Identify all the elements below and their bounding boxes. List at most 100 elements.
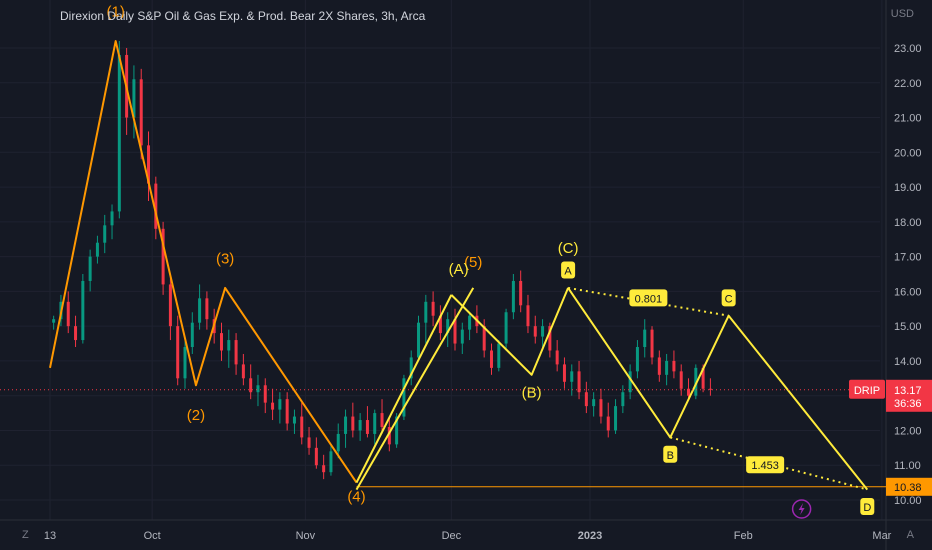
candle-body — [227, 340, 231, 351]
price-tag-countdown: 36:36 — [894, 398, 922, 410]
candle-body — [147, 145, 151, 184]
price-tick-label: 23.00 — [894, 43, 922, 55]
candle-body — [402, 378, 406, 417]
candle-body — [635, 347, 639, 372]
price-tick-label: 20.00 — [894, 147, 922, 159]
price-tag-bg — [886, 379, 932, 412]
price-tick-label: 12.00 — [894, 425, 922, 437]
candle-body — [701, 367, 705, 389]
candle-body — [548, 326, 552, 351]
chart-title: Direxion Daily S&P Oil & Gas Exp. & Prod… — [60, 9, 426, 23]
candle-body — [66, 301, 70, 327]
candle-body — [205, 298, 209, 320]
candle-body — [489, 350, 493, 368]
candle-body — [278, 399, 282, 410]
candle-body — [541, 326, 545, 337]
candle-body — [300, 416, 304, 438]
candle-body — [154, 183, 158, 229]
candle-body — [395, 416, 399, 445]
candle-body — [292, 416, 296, 424]
box-label-bg — [561, 261, 576, 279]
candle-body — [650, 329, 654, 358]
candle-body — [88, 256, 92, 281]
wave-label: (2) — [187, 407, 205, 424]
price-tick-label: 22.00 — [894, 78, 922, 90]
candle-body — [614, 406, 618, 431]
candle-body — [336, 433, 340, 452]
symbol-tag-bg — [849, 379, 885, 399]
level-tag-value: 10.38 — [894, 482, 922, 494]
candle-body — [460, 329, 464, 344]
candle-body — [190, 322, 194, 348]
candle-body — [672, 360, 676, 372]
candle-body — [249, 378, 253, 393]
candle-body — [687, 388, 691, 396]
candle-body — [351, 416, 355, 431]
candle-body — [322, 465, 326, 473]
candle-body — [387, 426, 391, 445]
candle-body — [117, 54, 121, 212]
price-tick-label: 11.00 — [894, 460, 921, 472]
price-tick-label: 19.00 — [894, 182, 922, 194]
candle-body — [468, 315, 472, 330]
candle-body — [665, 360, 669, 375]
event-marker[interactable] — [791, 499, 812, 519]
time-axis[interactable]: 13 Oct Nov Dec 2023 Feb Mar — [44, 530, 892, 542]
timezone-toggle[interactable]: Z — [22, 529, 29, 541]
box-label-text: 1.453 — [751, 460, 779, 472]
candle-body — [314, 447, 318, 466]
box-label-text: 0.801 — [635, 293, 663, 305]
candle-body — [373, 413, 377, 434]
candle-body — [307, 437, 311, 448]
candle-body — [577, 371, 581, 393]
candle-body — [497, 343, 501, 368]
candle-body — [110, 211, 114, 226]
candle-body — [409, 357, 413, 379]
candle-body — [621, 392, 625, 407]
candle-body — [219, 333, 223, 351]
candle-body — [584, 392, 588, 407]
candle-body — [446, 319, 450, 334]
time-tick-label: Mar — [872, 530, 891, 542]
candle-body — [533, 326, 537, 337]
candle-body — [161, 228, 165, 285]
candle-body — [176, 326, 180, 379]
candle-body — [438, 315, 442, 334]
price-tick-label: 10.00 — [894, 495, 922, 507]
box-label-bg — [746, 456, 785, 474]
price-axis[interactable]: 10.0011.0012.0013.0014.0015.0016.0017.00… — [894, 43, 922, 507]
price-tick-label: 18.00 — [894, 217, 922, 229]
candle-body — [74, 326, 78, 341]
time-tick-label: Feb — [734, 530, 753, 542]
price-tick-label: 21.00 — [894, 113, 922, 125]
box-label-bg — [721, 289, 736, 307]
fib-dotted-line — [670, 436, 868, 491]
wave-line — [567, 287, 869, 491]
candle-body — [263, 385, 267, 403]
candle-body — [592, 399, 596, 407]
time-tick-label: Dec — [442, 530, 462, 542]
candle-body — [241, 364, 245, 379]
candle-body — [694, 367, 698, 396]
wave-label: (1) — [107, 4, 125, 21]
wave-label: (4) — [347, 489, 365, 506]
time-tick-label: Oct — [144, 530, 161, 542]
candle-body — [562, 364, 566, 382]
auto-scale-toggle[interactable]: A — [906, 529, 914, 541]
time-tick-label: Nov — [296, 530, 316, 542]
wave-label: (5) — [464, 254, 482, 271]
candle-body — [183, 347, 187, 379]
lightning-glyph — [798, 503, 805, 515]
symbol-tag: DRIP — [854, 385, 880, 397]
candle-body — [271, 402, 275, 410]
candle-body — [344, 416, 348, 434]
price-tick-label: 17.00 — [894, 252, 922, 264]
candle-body — [453, 319, 457, 344]
wave-line — [355, 287, 475, 491]
candle-body — [52, 319, 56, 323]
candle-body — [132, 79, 136, 118]
candle-body — [708, 388, 712, 390]
